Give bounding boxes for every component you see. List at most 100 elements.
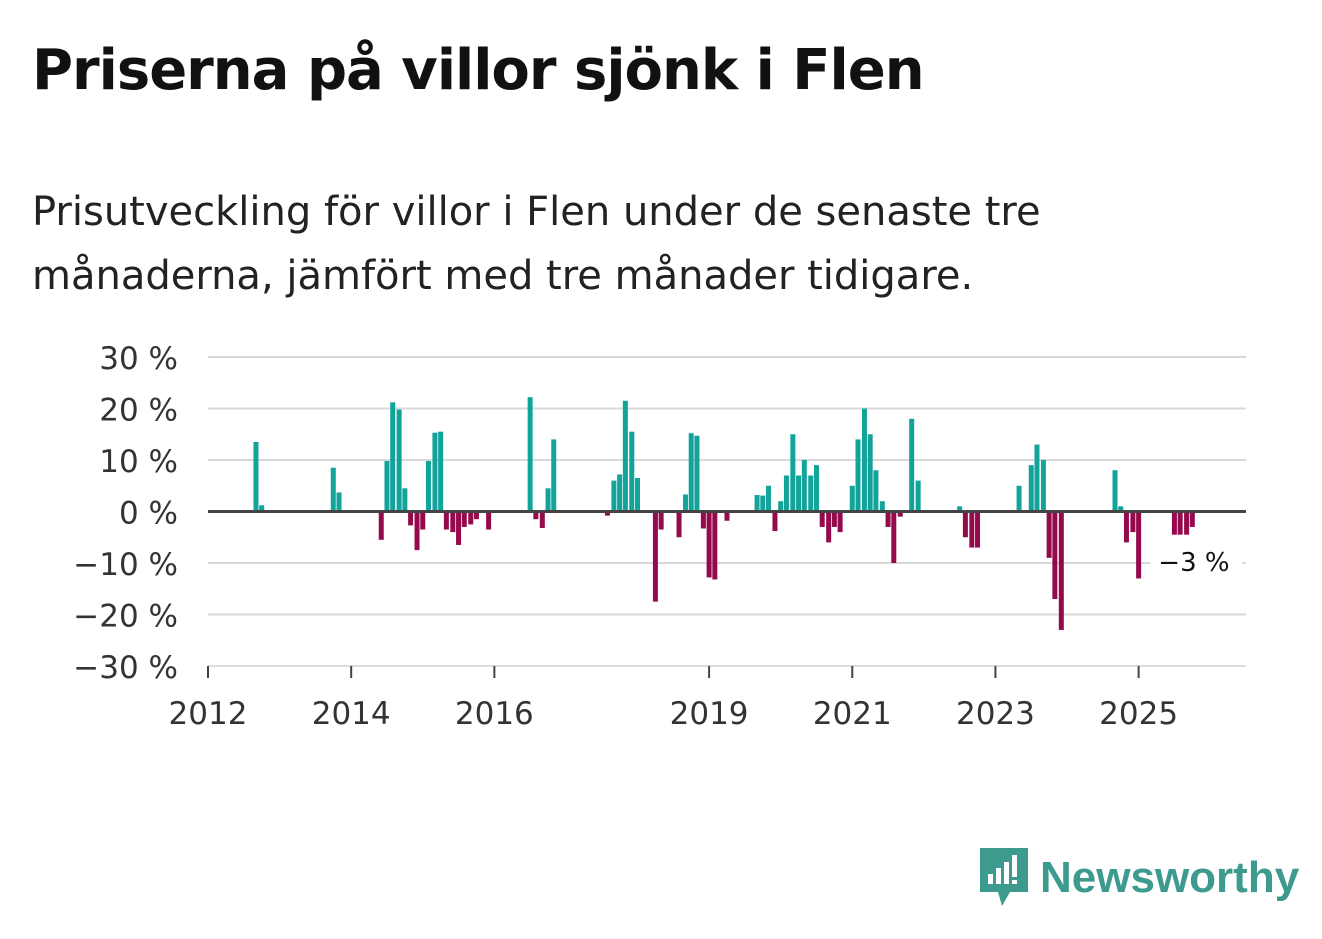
bar: [909, 418, 915, 512]
bar: [253, 441, 259, 512]
annotations: −3 %: [1150, 546, 1243, 579]
bar: [658, 511, 664, 530]
bar: [969, 511, 975, 548]
bar: [1028, 465, 1034, 512]
bar: [456, 511, 462, 545]
last-value-label: −3 %: [1158, 548, 1229, 578]
y-tick-label: 10 %: [99, 444, 178, 480]
bar: [879, 501, 885, 512]
bar: [891, 511, 897, 563]
bar: [629, 431, 635, 512]
x-tick-label: 2023: [956, 696, 1035, 732]
bar: [808, 475, 814, 512]
bar: [957, 506, 963, 512]
bar: [682, 494, 688, 512]
bar: [712, 511, 718, 580]
bar: [611, 480, 617, 512]
bar: [790, 434, 796, 512]
bar: [694, 435, 700, 512]
x-tick-label: 2014: [312, 696, 391, 732]
bar: [772, 511, 778, 532]
x-tick-label: 2016: [455, 696, 534, 732]
bar: [831, 511, 837, 527]
bar: [414, 511, 420, 551]
x-tick-label: 2019: [670, 696, 749, 732]
bar: [1058, 511, 1064, 630]
bar-chart: 30 % 20 % 10 % 0 % −10 % −20 % −30 % 2012 2014 2…: [73, 341, 1246, 732]
bar: [432, 432, 438, 512]
bar: [1171, 511, 1177, 535]
bar: [402, 488, 408, 512]
chart-subtitle: Prisutveckling för villor i Flen under d…: [32, 189, 1041, 299]
bar: [1184, 511, 1190, 535]
bar: [539, 511, 545, 528]
bar: [1052, 511, 1058, 600]
bar: [962, 511, 968, 538]
bar: [861, 408, 867, 512]
bar: [468, 511, 474, 525]
y-tick-label: −30 %: [73, 650, 178, 686]
bar: [443, 511, 449, 530]
bar: [1034, 444, 1040, 512]
bar: [420, 511, 426, 530]
bar: [1112, 470, 1118, 512]
bar: [783, 475, 789, 512]
bar: [1130, 511, 1136, 533]
y-tick-label: 20 %: [99, 393, 178, 429]
bar: [1046, 511, 1052, 558]
bar: [915, 480, 921, 512]
bar: [819, 511, 825, 527]
bar: [813, 465, 819, 512]
chart-title: Priserna på villor sjönk i Flen: [32, 38, 925, 103]
bar: [897, 511, 903, 517]
brand-name: Newsworthy: [1040, 853, 1300, 902]
bar: [384, 461, 390, 512]
y-tick-label: −10 %: [73, 547, 178, 583]
x-tick-label: 2025: [1099, 696, 1178, 732]
bar: [837, 511, 843, 533]
bar: [545, 488, 551, 512]
bar: [635, 478, 641, 512]
bar: [1040, 460, 1046, 512]
bar: [390, 402, 396, 512]
bar: [760, 495, 766, 512]
bar: [604, 511, 610, 516]
brand-logo[interactable]: Newsworthy: [980, 848, 1299, 908]
bar: [486, 511, 492, 530]
y-tick-label: −20 %: [73, 599, 178, 635]
x-tick-label: 2012: [169, 696, 248, 732]
y-tick-label: 30 %: [99, 341, 178, 377]
bar: [754, 495, 760, 512]
bar: [396, 409, 402, 512]
bar: [975, 511, 981, 548]
bar: [676, 511, 682, 538]
bar: [527, 397, 533, 512]
bar: [826, 511, 832, 543]
bar: [330, 467, 336, 512]
last-value-label-bg: [1150, 546, 1243, 579]
bar: [1016, 485, 1022, 512]
bar: [533, 511, 539, 520]
bar: [622, 400, 628, 512]
bar: [617, 474, 623, 512]
bar: [473, 511, 479, 520]
bar: [706, 511, 712, 578]
bar: [425, 461, 431, 512]
bar: [724, 511, 730, 521]
bar: [461, 511, 467, 527]
bar: [1189, 511, 1195, 527]
bar: [873, 470, 879, 512]
y-tick-label: 0 %: [119, 496, 178, 532]
bar: [652, 511, 658, 602]
bar: [336, 492, 342, 512]
bar: [1136, 511, 1142, 579]
bar: [408, 511, 414, 526]
bar: [378, 511, 384, 540]
bars: [253, 397, 1195, 630]
bar: [450, 511, 456, 533]
bar: [1123, 511, 1129, 543]
bar: [259, 505, 265, 512]
bar: [551, 439, 557, 512]
bar: [1118, 506, 1124, 512]
x-axis-ticks: 2012 2014 2016 2019 2021 2023 2025: [169, 666, 1178, 732]
